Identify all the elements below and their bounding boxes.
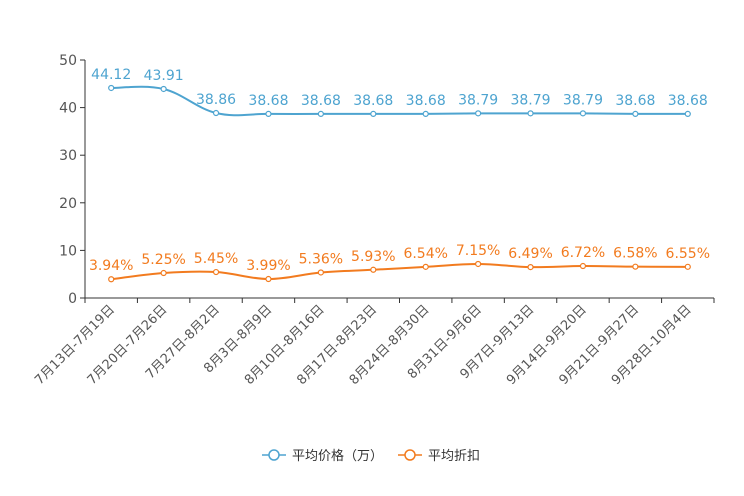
data-point	[684, 263, 691, 270]
data-point	[632, 110, 639, 117]
data-label: 7.15%	[456, 243, 500, 259]
data-point	[527, 110, 534, 117]
data-point	[422, 110, 429, 117]
data-label: 38.79	[563, 92, 603, 108]
data-label: 6.49%	[508, 246, 552, 262]
y-tick-label: 40	[59, 101, 77, 117]
legend-marker-icon	[404, 449, 416, 461]
data-point	[160, 85, 167, 93]
data-label: 38.68	[668, 93, 708, 109]
series-line	[111, 85, 688, 117]
data-point	[475, 110, 482, 117]
y-tick-label: 50	[59, 53, 77, 69]
data-label: 38.86	[196, 92, 236, 108]
data-label: 6.55%	[666, 246, 710, 262]
data-label: 38.79	[510, 92, 550, 108]
data-label: 38.68	[301, 93, 341, 109]
y-axis: 0 10 20 30 40 50	[59, 53, 86, 307]
data-label: 3.94%	[89, 258, 133, 274]
data-label: 38.68	[248, 93, 288, 109]
x-axis: 7月13日-7月19日7月20日-7月26日7月27日-8月2日8月3日-8月9…	[32, 297, 715, 388]
data-point	[265, 275, 272, 283]
data-point	[160, 269, 167, 277]
legend-item-2[interactable]: 平均折扣	[398, 449, 480, 464]
data-point	[684, 110, 691, 117]
data-point	[579, 110, 587, 117]
legend-item-1[interactable]: 平均价格（万）	[262, 448, 383, 464]
data-label: 38.68	[353, 93, 393, 109]
data-point	[527, 264, 534, 271]
data-point	[108, 84, 115, 92]
data-point	[632, 263, 639, 270]
data-point	[212, 109, 220, 117]
legend-label: 平均折扣	[428, 449, 480, 464]
series-line	[111, 262, 688, 281]
y-tick-label: 0	[68, 291, 77, 307]
data-label: 5.25%	[141, 252, 185, 268]
data-label: 44.12	[91, 67, 131, 83]
data-label: 43.91	[144, 68, 184, 84]
data-label: 38.68	[406, 93, 446, 109]
series-2: 3.94% 5.25% 5.45% 3.99% 5.36% 5.93% 6.54% 7.15%…	[89, 243, 710, 283]
data-label: 38.68	[615, 93, 655, 109]
data-label: 5.36%	[299, 251, 343, 267]
data-label: 3.99%	[246, 258, 290, 274]
data-label: 6.58%	[613, 246, 657, 262]
data-point	[370, 266, 377, 273]
data-label: 6.72%	[561, 245, 605, 261]
legend[interactable]: 平均价格（万） 平均折扣	[262, 448, 480, 464]
data-label: 5.45%	[194, 251, 238, 267]
data-point	[579, 262, 587, 270]
data-label: 38.79	[458, 92, 498, 108]
data-label: 5.93%	[351, 249, 395, 265]
y-tick-label: 10	[59, 243, 77, 259]
data-point	[475, 260, 482, 268]
data-point	[108, 276, 115, 283]
y-tick-label: 20	[59, 196, 77, 212]
data-point	[422, 263, 429, 270]
legend-label: 平均价格（万）	[292, 448, 383, 464]
legend-marker-icon	[268, 449, 280, 461]
data-label: 6.54%	[403, 246, 447, 262]
data-point	[317, 110, 324, 117]
series-1: 44.12 43.91 38.86 38.68 38.68 38.68 38.68 38.79…	[91, 67, 708, 117]
y-tick-label: 30	[59, 148, 77, 164]
series-layer: 44.12 43.91 38.86 38.68 38.68 38.68 38.68 38.79…	[89, 67, 710, 283]
data-point	[265, 110, 272, 117]
data-point	[317, 269, 324, 276]
data-point	[370, 110, 377, 117]
data-point	[212, 268, 220, 276]
